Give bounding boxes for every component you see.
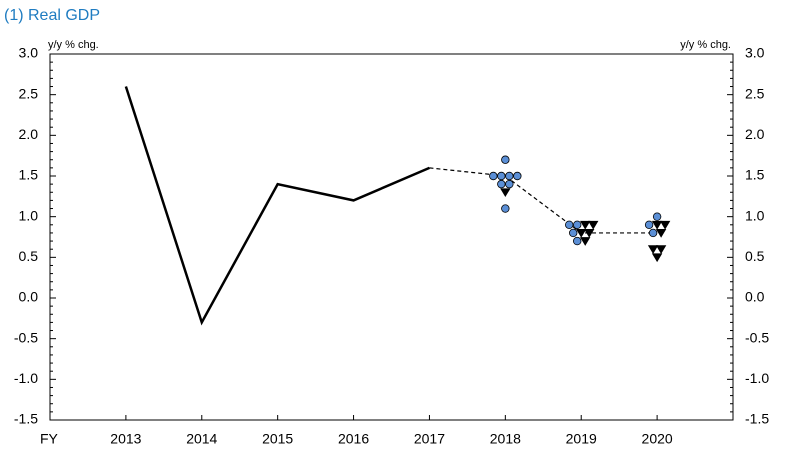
forecast-triangle — [580, 237, 591, 246]
forecast-triangle — [576, 229, 587, 238]
y-tick-label: -1.5 — [14, 411, 38, 427]
forecast-circle — [565, 220, 574, 229]
y2-tick-label: 0.0 — [745, 289, 765, 305]
y2-tick-label: -0.5 — [745, 329, 769, 345]
y2-tick-label: 2.5 — [745, 85, 765, 101]
x-tick-label: 2015 — [262, 431, 293, 447]
y2-tick-label: -1.0 — [745, 370, 769, 386]
forecast-triangle — [655, 229, 667, 238]
forecast-triangle — [651, 253, 663, 263]
forecast-circle — [505, 171, 514, 181]
forecast-triangle — [655, 245, 667, 254]
y2-tick-label: 0.5 — [745, 248, 765, 264]
forecast-circle — [501, 204, 510, 213]
forecast-circle — [513, 171, 522, 181]
y-axis-label: y/y % chg. — [48, 39, 99, 51]
y2-tick-label: 1.0 — [745, 207, 765, 223]
forecast-circle — [573, 236, 582, 246]
y-tick-label: 0.0 — [19, 289, 39, 305]
forecast-triangle — [647, 245, 659, 254]
forecast-circle — [497, 171, 506, 181]
y-tick-label: 1.0 — [19, 207, 39, 223]
chart-title: (1) Real GDP — [4, 7, 100, 24]
y2-tick-label: 2.0 — [745, 126, 765, 142]
y2-tick-label: 1.5 — [745, 167, 765, 183]
y-tick-label: 3.0 — [19, 45, 39, 61]
forecast-triangle — [580, 220, 591, 230]
y-tick-label: 1.5 — [19, 167, 39, 183]
x-tick-label: 2016 — [338, 431, 369, 447]
forecast-circle — [505, 179, 514, 189]
x-tick-label: 2017 — [414, 431, 445, 447]
forecast-circle — [497, 179, 506, 189]
forecast-triangle — [659, 220, 671, 230]
forecast-circle — [644, 220, 654, 229]
y2-tick-label: 3.0 — [745, 45, 765, 61]
y2-axis-label: y/y % chg. — [680, 39, 731, 51]
plot-frame — [49, 53, 734, 421]
x-axis-label: FY — [40, 431, 59, 447]
forecast-circle — [648, 228, 658, 238]
x-tick-label: 2018 — [490, 431, 521, 447]
y-tick-label: 2.0 — [19, 126, 39, 142]
forecast-triangle — [500, 188, 511, 198]
forecast-triangle — [651, 220, 663, 230]
y-tick-label: -0.5 — [14, 329, 38, 345]
forecast-triangle — [584, 229, 595, 238]
y2-tick-label: -1.5 — [745, 411, 769, 427]
x-tick-label: 2019 — [566, 431, 597, 447]
y-tick-label: 0.5 — [19, 248, 39, 264]
forecast-circle — [489, 171, 498, 181]
line-series — [429, 167, 658, 234]
forecast-triangle — [588, 220, 599, 230]
forecast-circle — [569, 228, 578, 238]
forecast-circle — [573, 220, 582, 229]
line-series — [124, 86, 430, 326]
forecast-circle — [501, 155, 510, 164]
forecast-circle — [652, 212, 662, 221]
x-tick-label: 2014 — [186, 431, 217, 447]
y-tick-label: -1.0 — [14, 370, 38, 386]
x-tick-label: 2013 — [110, 431, 141, 447]
y-tick-label: 2.5 — [19, 85, 39, 101]
x-tick-label: 2020 — [642, 431, 673, 447]
